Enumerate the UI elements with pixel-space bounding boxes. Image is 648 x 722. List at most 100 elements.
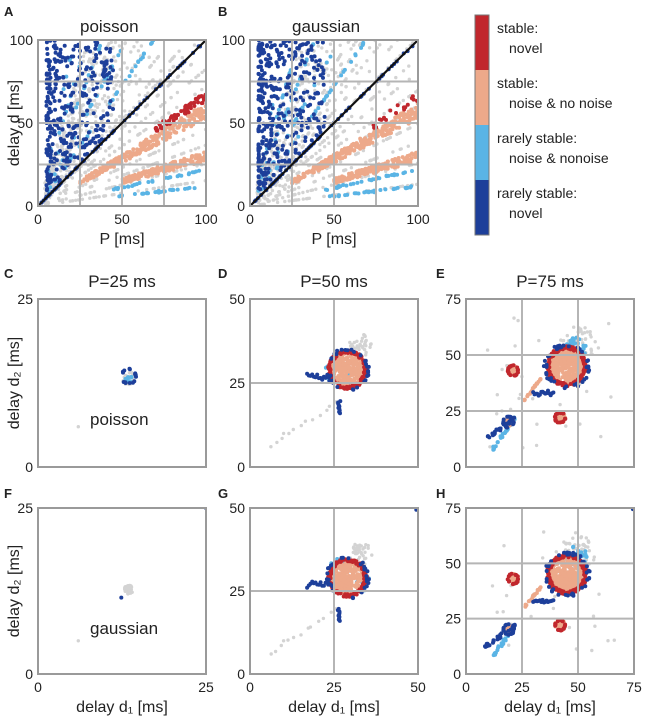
point-rarely-stable-noise bbox=[355, 180, 360, 185]
point-other bbox=[349, 166, 354, 170]
point-rarely-stable-novel bbox=[303, 135, 308, 140]
point-stable-novel bbox=[582, 367, 587, 372]
point-other bbox=[344, 168, 348, 172]
point-rarely-stable-novel bbox=[283, 160, 288, 165]
point-other bbox=[330, 132, 334, 136]
point-rarely-stable-novel bbox=[275, 146, 280, 151]
point-other bbox=[269, 149, 274, 153]
point-rarely-stable-noise bbox=[377, 176, 382, 181]
point-rarely-stable-novel bbox=[70, 135, 75, 140]
point-other bbox=[321, 176, 326, 180]
point-rarely-stable-noise bbox=[159, 189, 164, 194]
point-rarely-stable-novel bbox=[53, 81, 58, 86]
point-rarely-stable-novel bbox=[294, 130, 299, 135]
point-rarely-stable-noise bbox=[327, 90, 332, 95]
point-rarely-stable-novel bbox=[287, 73, 292, 78]
point-other bbox=[145, 187, 149, 192]
point-rarely-stable-novel bbox=[45, 126, 50, 131]
point-rarely-stable-novel bbox=[49, 179, 53, 184]
point-stable-novel bbox=[327, 365, 332, 370]
point-rarely-stable-novel bbox=[265, 124, 270, 129]
point-other bbox=[88, 196, 92, 200]
point-other bbox=[558, 402, 562, 407]
point-stable-noise bbox=[198, 117, 203, 122]
point-rarely-stable-noise bbox=[197, 168, 202, 173]
point-rarely-stable-novel bbox=[54, 68, 59, 73]
point-other bbox=[88, 191, 92, 195]
point-other bbox=[344, 96, 348, 100]
point-rarely-stable-novel bbox=[67, 131, 72, 136]
point-other bbox=[94, 195, 98, 199]
point-stable-noise bbox=[363, 166, 368, 171]
point-other bbox=[148, 152, 153, 157]
y-tick-label: 50 bbox=[229, 115, 245, 131]
point-rarely-stable-novel bbox=[256, 168, 261, 173]
point-stable-noise bbox=[340, 156, 345, 161]
point-rarely-stable-novel bbox=[98, 50, 102, 55]
point-other bbox=[171, 142, 175, 147]
point-other bbox=[135, 168, 139, 172]
point-other bbox=[297, 170, 301, 174]
point-other bbox=[327, 404, 332, 408]
point-rarely-stable-novel bbox=[349, 347, 354, 352]
point-rarely-stable-novel bbox=[67, 159, 72, 164]
point-other bbox=[113, 40, 118, 45]
point-stable-novel bbox=[549, 373, 554, 378]
point-other bbox=[123, 41, 127, 46]
point-stable-noise bbox=[358, 366, 363, 370]
data-points-e bbox=[485, 316, 613, 452]
point-rarely-stable-novel bbox=[62, 111, 67, 116]
point-stable-noise bbox=[339, 366, 344, 371]
point-rarely-stable-novel bbox=[317, 58, 322, 63]
point-stable-noise bbox=[81, 179, 85, 184]
point-other bbox=[397, 131, 401, 135]
point-other bbox=[109, 113, 113, 118]
point-stable-novel bbox=[512, 373, 517, 378]
point-rarely-stable-novel bbox=[549, 376, 553, 381]
point-other bbox=[329, 183, 334, 187]
point-rarely-stable-novel bbox=[58, 116, 63, 121]
point-rarely-stable-noise bbox=[324, 94, 328, 99]
point-other bbox=[101, 109, 105, 113]
point-rarely-stable-noise bbox=[142, 51, 146, 56]
point-other bbox=[297, 56, 302, 60]
point-stable-noise bbox=[343, 176, 348, 181]
point-other bbox=[107, 186, 112, 190]
point-rarely-stable-novel bbox=[45, 86, 50, 91]
point-stable-noise bbox=[197, 153, 202, 158]
point-rarely-stable-novel bbox=[62, 93, 67, 98]
point-rarely-stable-noise bbox=[187, 171, 192, 176]
point-other bbox=[107, 146, 111, 150]
point-rarely-stable-novel bbox=[363, 358, 368, 363]
point-other bbox=[326, 73, 331, 78]
point-other bbox=[378, 43, 382, 47]
point-rarely-stable-novel bbox=[358, 353, 363, 358]
point-other bbox=[593, 340, 597, 344]
point-rarely-stable-novel bbox=[68, 104, 73, 109]
point-rarely-stable-novel bbox=[260, 140, 265, 144]
point-stable-novel bbox=[559, 380, 564, 385]
point-stable-noise bbox=[393, 115, 398, 120]
point-rarely-stable-novel bbox=[73, 130, 78, 135]
point-rarely-stable-novel bbox=[300, 53, 305, 58]
point-rarely-stable-novel bbox=[59, 90, 64, 95]
point-other bbox=[114, 168, 118, 172]
point-other bbox=[281, 196, 285, 200]
point-other bbox=[168, 68, 172, 73]
point-rarely-stable-novel bbox=[323, 375, 328, 380]
point-rarely-stable-novel bbox=[587, 368, 592, 373]
point-stable-noise bbox=[334, 159, 339, 164]
point-rarely-stable-novel bbox=[54, 74, 59, 79]
point-rarely-stable-novel bbox=[101, 70, 106, 75]
point-other bbox=[92, 158, 97, 162]
point-stable-noise bbox=[347, 360, 352, 365]
point-other bbox=[362, 125, 366, 130]
panel-title: gaussian bbox=[292, 17, 360, 36]
point-rarely-stable-novel bbox=[566, 344, 571, 349]
point-rarely-stable-novel bbox=[45, 94, 50, 99]
point-stable-noise bbox=[368, 132, 373, 137]
point-rarely-stable-noise bbox=[114, 92, 119, 96]
point-rarely-stable-novel bbox=[258, 187, 263, 192]
